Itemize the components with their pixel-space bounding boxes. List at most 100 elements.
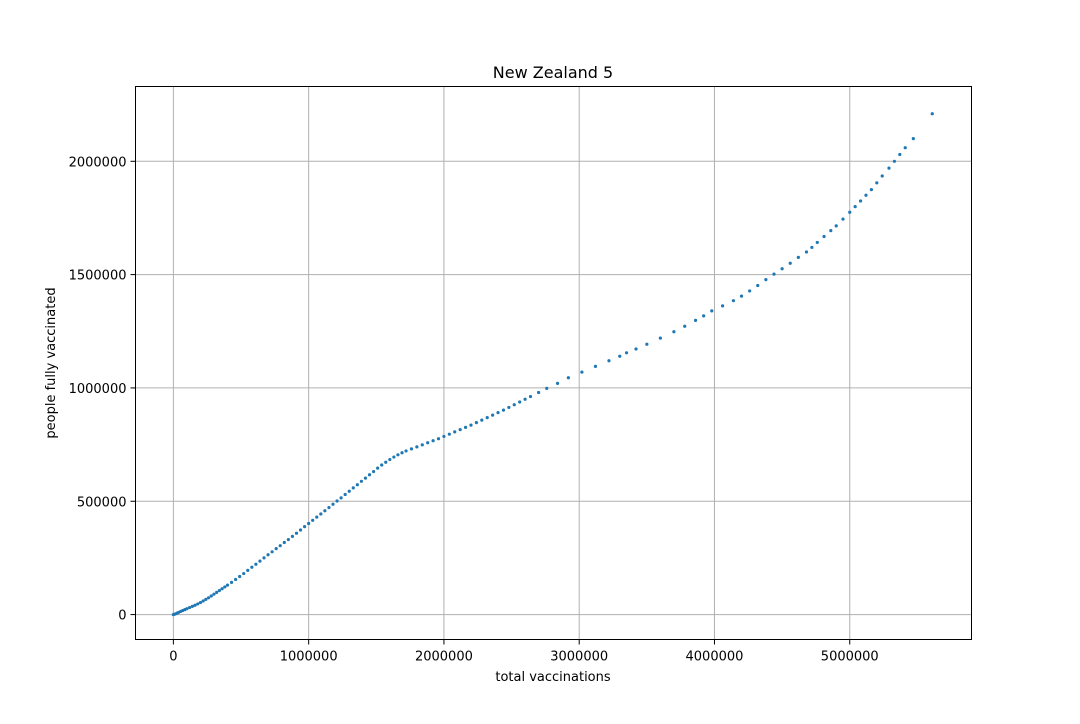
data-point <box>841 217 845 221</box>
data-point <box>311 518 315 522</box>
data-point <box>822 234 826 239</box>
data-point <box>274 547 278 551</box>
data-point <box>710 309 714 313</box>
data-point <box>206 596 211 600</box>
data-point <box>911 137 915 141</box>
data-point <box>463 425 468 429</box>
data-point <box>409 447 414 451</box>
x-tick-label: 0 <box>169 650 177 665</box>
data-point <box>355 483 359 487</box>
data-point <box>307 521 311 526</box>
data-point <box>720 304 725 308</box>
data-point <box>246 568 250 572</box>
data-point <box>262 556 266 560</box>
data-point <box>634 347 638 351</box>
data-point <box>343 492 347 497</box>
data-point <box>270 550 274 554</box>
data-point <box>388 457 392 462</box>
data-point <box>501 408 506 412</box>
data-point <box>209 594 213 598</box>
x-tick-label: 4000000 <box>686 650 744 665</box>
data-point <box>739 294 744 298</box>
data-point <box>618 354 622 358</box>
data-point <box>764 277 768 282</box>
data-point <box>238 574 242 579</box>
data-point <box>853 205 857 209</box>
data-point <box>212 592 216 596</box>
data-point <box>335 499 339 503</box>
data-point <box>815 240 819 245</box>
data-point <box>190 604 194 609</box>
data-point <box>537 390 541 395</box>
data-point <box>496 411 500 415</box>
data-point <box>384 460 388 464</box>
data-point <box>624 351 629 355</box>
data-point <box>315 515 319 519</box>
data-point <box>848 210 852 214</box>
data-point <box>702 314 706 318</box>
y-tick-label: 500000 <box>77 495 127 510</box>
data-point <box>347 489 351 493</box>
data-point <box>294 531 299 535</box>
y-tick-label: 0 <box>118 609 126 624</box>
data-point <box>436 437 441 441</box>
data-point <box>683 324 687 328</box>
chart-title: New Zealand 5 <box>493 63 613 82</box>
data-point <box>302 525 307 529</box>
data-point <box>339 496 343 500</box>
data-point <box>518 400 522 404</box>
y-axis-label: people fully vaccinated <box>44 287 59 438</box>
data-point <box>480 418 484 422</box>
data-point <box>645 342 649 346</box>
data-point <box>258 559 262 563</box>
data-point <box>282 540 286 545</box>
data-point <box>290 534 295 538</box>
data-point <box>453 430 457 434</box>
x-tick-label: 5000000 <box>821 650 879 665</box>
data-point <box>864 193 868 197</box>
data-point <box>351 486 355 490</box>
data-point <box>215 590 219 594</box>
data-point <box>185 607 189 611</box>
data-point <box>545 386 549 390</box>
data-point <box>223 585 227 589</box>
data-point <box>693 318 698 322</box>
data-point <box>512 403 516 407</box>
data-point <box>442 434 446 439</box>
data-point <box>566 376 570 380</box>
data-point <box>404 449 408 453</box>
data-point <box>225 583 230 587</box>
grid <box>135 86 972 640</box>
data-point <box>580 370 584 374</box>
y-tick-label: 2000000 <box>69 155 127 170</box>
data-point <box>930 112 934 116</box>
data-point <box>523 397 527 401</box>
x-axis-label: total vaccinations <box>495 670 611 685</box>
data-point <box>229 580 234 584</box>
data-point <box>810 245 814 250</box>
y-tick-label: 1500000 <box>69 269 127 284</box>
data-point <box>250 565 254 569</box>
data-point <box>331 502 335 506</box>
data-point <box>869 188 873 192</box>
data-point <box>298 528 303 532</box>
data-point <box>887 166 891 170</box>
data-point <box>593 364 598 368</box>
data-point <box>396 453 400 457</box>
data-point <box>367 473 372 477</box>
x-tick-label: 3000000 <box>550 650 608 665</box>
x-tick-label: 2000000 <box>415 650 473 665</box>
data-point <box>875 181 879 185</box>
x-tick-label: 1000000 <box>280 650 338 665</box>
data-point <box>880 174 884 178</box>
data-point <box>748 289 752 293</box>
data-point <box>323 509 327 513</box>
data-point <box>858 199 863 203</box>
data-point <box>359 479 364 483</box>
data-point <box>447 432 451 436</box>
data-point <box>217 588 221 593</box>
data-point <box>319 512 323 516</box>
data-point <box>507 405 511 410</box>
